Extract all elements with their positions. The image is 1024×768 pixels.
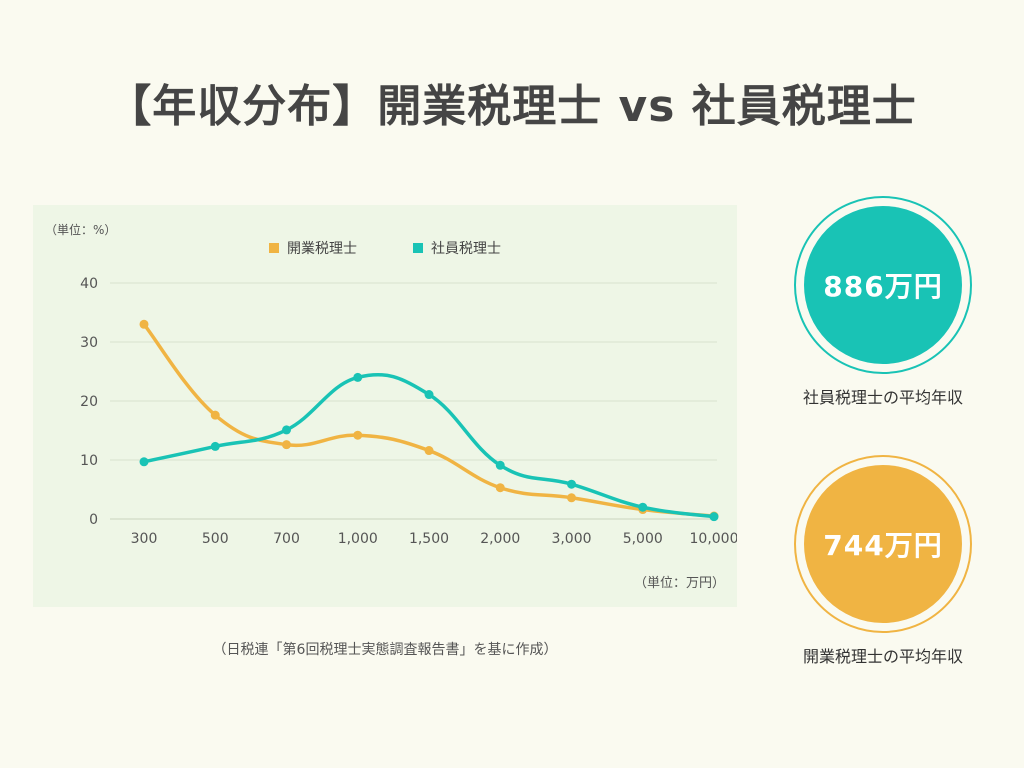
kaigyo-average-label: 開業税理士の平均年収 — [763, 643, 1003, 667]
data-point-shain — [496, 461, 505, 470]
y-tick-label: 40 — [80, 276, 98, 292]
source-note: （日税連「第6回税理士実態調査報告書」を基に作成） — [33, 639, 737, 659]
data-point-kaigyo — [425, 446, 434, 455]
line-chart: 0 10 20 30 40 300 500 700 1,000 1,500 2,000 3,000 5,… — [33, 205, 737, 607]
shain-average-circle: 886万円 — [804, 206, 962, 364]
legend-label: 開業税理士 — [287, 241, 357, 257]
data-point-shain — [638, 503, 647, 512]
data-point-kaigyo — [140, 320, 149, 329]
shain-average-label: 社員税理士の平均年収 — [763, 384, 1003, 408]
x-unit-label: （単位：万円） — [634, 575, 725, 591]
chart-panel: 0 10 20 30 40 300 500 700 1,000 1,500 2,000 3,000 5,… — [33, 205, 737, 607]
legend-swatch — [413, 243, 423, 253]
series-line-kaigyo — [144, 324, 714, 516]
x-tick-label: 500 — [202, 531, 229, 547]
data-point-shain — [282, 425, 291, 434]
x-tick-label: 10,000 — [690, 531, 738, 547]
y-tick-label: 30 — [80, 335, 98, 351]
data-point-shain — [353, 373, 362, 382]
data-point-kaigyo — [211, 411, 220, 420]
shain-average-value: 886万円 — [823, 265, 942, 305]
data-point-kaigyo — [496, 483, 505, 492]
x-tick-label: 5,000 — [623, 531, 663, 547]
y-tick-label: 0 — [89, 512, 98, 528]
kaigyo-average-value: 744万円 — [823, 524, 942, 564]
y-unit-label: （単位：%） — [45, 222, 116, 237]
y-tick-label: 20 — [80, 394, 98, 410]
data-point-shain — [211, 442, 220, 451]
x-tick-label: 700 — [273, 531, 300, 547]
data-point-kaigyo — [282, 440, 291, 449]
legend-label: 社員税理士 — [431, 241, 501, 257]
x-tick-label: 2,000 — [480, 531, 520, 547]
page-title: 【年収分布】開業税理士 vs 社員税理士 — [0, 70, 1024, 134]
legend-swatch — [269, 243, 279, 253]
data-point-kaigyo — [353, 431, 362, 440]
x-tick-label: 300 — [131, 531, 158, 547]
y-tick-label: 10 — [80, 453, 98, 469]
x-tick-label: 1,000 — [338, 531, 378, 547]
kaigyo-average-circle: 744万円 — [804, 465, 962, 623]
data-point-shain — [567, 480, 576, 489]
data-point-shain — [425, 390, 434, 399]
data-point-shain — [710, 512, 719, 521]
x-tick-label: 3,000 — [551, 531, 591, 547]
x-tick-label: 1,500 — [409, 531, 449, 547]
data-point-shain — [140, 457, 149, 466]
data-point-kaigyo — [567, 493, 576, 502]
